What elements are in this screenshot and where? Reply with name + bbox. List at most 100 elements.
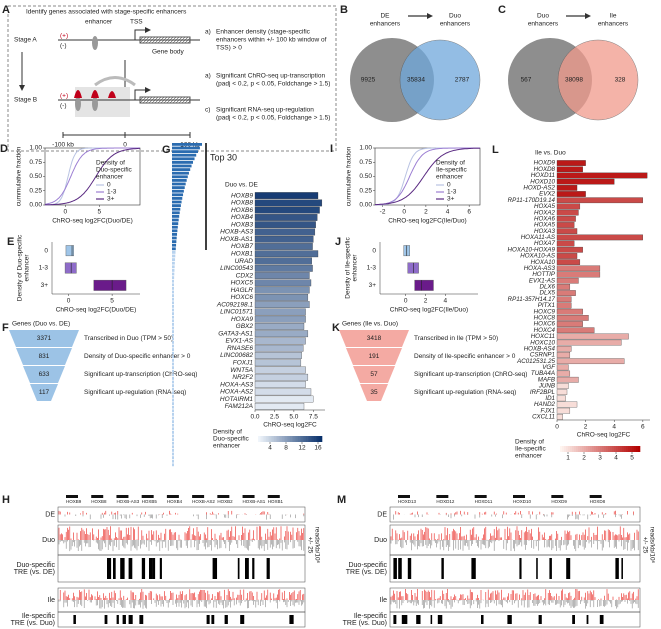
x-tick-label: -2: [380, 209, 386, 216]
colorbar-cell: [290, 436, 292, 442]
venn-count: 567: [521, 77, 532, 84]
category-label: HOXB-AS1: [220, 236, 253, 243]
colorbar-cell: [618, 446, 621, 452]
criterion-text: (padj < 0.2, p < 0.05, Foldchange > 1.5): [216, 115, 330, 122]
tre-block: [152, 558, 156, 579]
rank-bar: [172, 452, 174, 456]
bar: [254, 206, 320, 214]
criterion-label: a): [205, 73, 211, 80]
colorbar-cell: [278, 436, 281, 442]
colorbar-cell: [267, 436, 270, 442]
colorbar-cell: [283, 436, 286, 442]
gene-model: [66, 495, 78, 498]
colorbar-cell: [624, 446, 627, 452]
category-label: HOXC9: [534, 308, 556, 315]
colorbar-cell: [304, 436, 307, 442]
bar: [254, 214, 318, 221]
bar: [254, 330, 309, 338]
x-tick-label: 5: [110, 298, 114, 305]
category-label: IRF2BPL: [530, 389, 556, 396]
venn-circle: [557, 39, 639, 121]
colorbar-cell: [258, 436, 260, 442]
colorbar-tick-label: 3: [598, 455, 602, 462]
tre-block: [572, 615, 575, 624]
track-label: TRE (vs. Duo): [11, 620, 55, 627]
rank-bar: [172, 218, 179, 222]
stage-label: Stage B: [14, 97, 37, 104]
rank-bar: [172, 215, 180, 218]
colorbar-cell: [638, 446, 641, 452]
rank-bar: [172, 193, 184, 197]
x-tick-label: 0.0: [250, 414, 259, 421]
rank-bar: [172, 312, 174, 315]
funnel-text: Transcribed in Ile (TPM > 50): [414, 335, 498, 342]
rank-bar: [172, 276, 175, 279]
funnel-step: [346, 348, 402, 365]
colorbar-title: Density of: [515, 439, 544, 446]
category-label: URAD: [235, 258, 254, 265]
colorbar-cell: [301, 436, 304, 442]
funnel-title: Genes (Duo vs. DE): [12, 321, 70, 328]
track-label: Ile-specific: [22, 613, 56, 620]
x-axis-label: ChRO-seq log2FC: [577, 432, 631, 439]
rank-bar: [172, 326, 174, 330]
track-label: Ile: [380, 597, 388, 604]
tre-block: [245, 558, 249, 579]
panel-letter: M: [337, 494, 346, 506]
gene-model: [267, 495, 280, 498]
colorbar-cell: [272, 436, 275, 442]
category-label: HOXB7: [231, 243, 253, 250]
funnel-text: Significant up-regulation (RNA-seq): [84, 389, 186, 396]
rank-bar: [172, 269, 175, 272]
gene-label: HOXD10: [513, 499, 532, 504]
rank-bar: [172, 283, 174, 287]
bar: [556, 178, 615, 185]
category-label: CSRNP1: [530, 352, 555, 359]
set-label: enhancers: [598, 21, 629, 28]
rank-bar: [172, 333, 174, 337]
colorbar-cell: [317, 436, 320, 442]
set-label: Duo: [537, 13, 549, 20]
rank-bar: [172, 441, 174, 445]
rank-bar: [172, 200, 182, 204]
colorbar-cell: [586, 446, 589, 452]
chart-title: Ile vs. Duo: [535, 150, 566, 157]
rank-bar: [172, 305, 174, 308]
annotation: Top 30: [210, 152, 237, 162]
rank-bar: [172, 348, 174, 351]
criterion-text: TSS) > 0: [216, 45, 242, 52]
colorbar-cell: [616, 446, 619, 452]
x-tick-label: 0: [402, 209, 406, 216]
bar: [254, 337, 306, 345]
strand-label: (-): [60, 103, 67, 110]
bar: [556, 358, 625, 365]
x-tick-label: 0: [67, 298, 71, 305]
funnel-text: Significant up-regulation (RNA-seq): [414, 389, 516, 396]
rank-bar: [172, 168, 191, 171]
rank-bar: [172, 175, 188, 179]
bar: [254, 228, 316, 236]
gene-label: HOXD8: [590, 499, 606, 504]
funnel-text: Density of Ile-specific enhancer > 0: [414, 353, 516, 360]
tre-block: [289, 615, 294, 624]
plot-frame: [374, 147, 481, 206]
gene-label: HOXB1: [268, 499, 284, 504]
bar: [556, 321, 583, 327]
gene-model: [116, 495, 129, 498]
legend-title: enhancer: [436, 174, 464, 181]
bar: [254, 199, 323, 207]
category-label: HAND2: [534, 401, 556, 408]
bar: [556, 185, 578, 191]
category-label: HOXC8: [534, 314, 556, 321]
rank-bar: [172, 225, 178, 229]
gene-model: [166, 495, 179, 498]
colorbar-cell: [302, 436, 305, 442]
y-tick-label: 0.00: [29, 202, 42, 209]
criterion-text: Significant RNA-seq up-regulation: [216, 107, 314, 114]
funnel-count: 57: [370, 371, 378, 378]
panel-letter: H: [2, 494, 10, 506]
bar: [254, 279, 312, 287]
tre-block: [116, 615, 119, 624]
tre-block: [139, 615, 144, 624]
rank-bar: [172, 265, 175, 269]
